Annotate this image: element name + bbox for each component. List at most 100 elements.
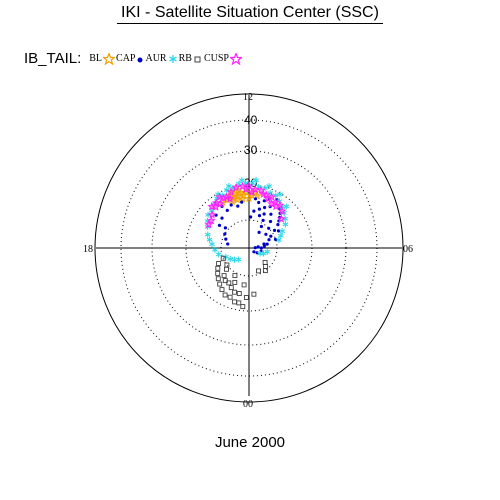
data-point-rb	[215, 265, 221, 271]
data-point-cap	[220, 216, 224, 220]
data-point-aur	[235, 256, 242, 263]
data-point-aur	[282, 221, 289, 228]
data-point-aur	[215, 251, 222, 258]
dot-icon	[137, 57, 143, 62]
data-point-cusp	[277, 206, 287, 215]
legend-item-rb: RB	[179, 53, 203, 65]
data-point-cusp	[216, 199, 225, 208]
data-point-aur	[204, 231, 211, 238]
data-point-cap	[259, 246, 263, 250]
data-point-aur	[209, 241, 215, 248]
legend-item-aur: AUR	[145, 53, 177, 65]
data-point-cusp	[204, 220, 214, 229]
radial-tick-label: 40	[244, 113, 258, 127]
data-point-rb	[232, 273, 238, 279]
data-point-aur	[277, 191, 283, 198]
data-point-cap	[276, 223, 280, 227]
data-point-cap	[257, 207, 261, 211]
data-point-cap	[262, 212, 266, 216]
data-point-aur	[235, 180, 242, 187]
data-point-rb	[240, 304, 246, 310]
data-point-cap	[229, 203, 233, 207]
data-point-cap	[223, 232, 227, 236]
data-point-cap	[259, 224, 263, 229]
data-point-cusp	[207, 210, 217, 219]
data-point-cap	[253, 197, 258, 201]
data-point-bl	[252, 191, 262, 200]
data-point-cap	[256, 245, 260, 249]
data-point-cap	[269, 234, 273, 238]
data-point-aur	[238, 177, 245, 184]
legend-label: BL	[89, 53, 103, 64]
data-point-rb	[228, 285, 234, 291]
data-point-aur	[253, 177, 260, 184]
data-point-cap	[272, 228, 277, 232]
data-point-cap	[257, 230, 261, 234]
data-point-cusp	[256, 185, 266, 195]
data-point-cap	[217, 223, 222, 227]
data-point-rb	[227, 294, 233, 300]
data-point-aur	[266, 183, 272, 190]
data-point-cusp	[271, 201, 281, 211]
legend-label: RB	[178, 53, 192, 64]
radial-tick-label: 30	[244, 143, 258, 157]
data-point-rb	[251, 291, 257, 297]
chart-title: IKI - Satellite Situation Center (SSC)	[0, 4, 500, 24]
data-point-aur	[226, 183, 232, 190]
data-point-rb	[262, 268, 268, 274]
data-point-cusp	[241, 184, 251, 193]
star-icon	[229, 52, 242, 65]
data-point-cap	[267, 238, 271, 242]
data-point-cusp	[259, 189, 268, 198]
legend-label: AUR	[145, 53, 167, 64]
data-point-cap	[224, 237, 228, 241]
mlt-label-bottom: 00	[243, 399, 253, 410]
data-point-cap	[249, 215, 253, 219]
data-point-rb	[232, 299, 238, 305]
data-point-cusp	[215, 192, 224, 201]
data-point-rb	[217, 281, 223, 287]
legend-item-bl: BL	[89, 52, 116, 65]
date-label: June 2000	[214, 434, 286, 451]
square-icon	[194, 56, 201, 62]
data-marks	[204, 177, 290, 310]
data-point-bl	[244, 193, 254, 203]
mlt-label-left: 18	[83, 244, 93, 255]
data-point-cusp	[226, 187, 236, 196]
data-point-aur	[283, 203, 290, 210]
data-point-cap	[236, 204, 240, 208]
data-point-rb	[224, 266, 229, 272]
data-point-cap	[262, 242, 266, 246]
data-point-rb	[216, 261, 222, 266]
data-point-cusp	[247, 187, 257, 196]
data-point-rb	[256, 268, 261, 274]
data-point-cap	[265, 242, 269, 246]
legend-title: IB_TAIL:	[24, 50, 82, 67]
data-point-cap	[264, 232, 268, 236]
data-point-aur	[227, 255, 234, 262]
data-point-cusp	[231, 182, 241, 192]
data-point-rb	[236, 291, 242, 296]
data-point-cap	[257, 214, 262, 218]
data-point-aur	[206, 236, 213, 243]
data-point-cap	[267, 226, 271, 230]
data-point-cap	[257, 200, 261, 205]
data-point-cap	[240, 200, 244, 204]
data-point-cap	[226, 242, 230, 246]
data-point-cusp	[206, 216, 216, 225]
data-point-rb	[220, 256, 226, 262]
data-point-cusp	[219, 193, 228, 202]
data-point-rb	[219, 287, 225, 293]
data-point-cap	[268, 219, 273, 224]
data-point-rb	[221, 273, 227, 279]
data-point-cap	[263, 205, 267, 210]
data-point-cap	[223, 226, 227, 230]
asterisk-icon	[168, 54, 177, 63]
data-point-cusp	[267, 199, 276, 208]
data-point-rb	[215, 270, 221, 276]
data-point-cap	[262, 199, 266, 203]
data-point-rb	[236, 300, 242, 306]
star-icon	[103, 52, 116, 65]
data-point-cap	[269, 212, 273, 216]
